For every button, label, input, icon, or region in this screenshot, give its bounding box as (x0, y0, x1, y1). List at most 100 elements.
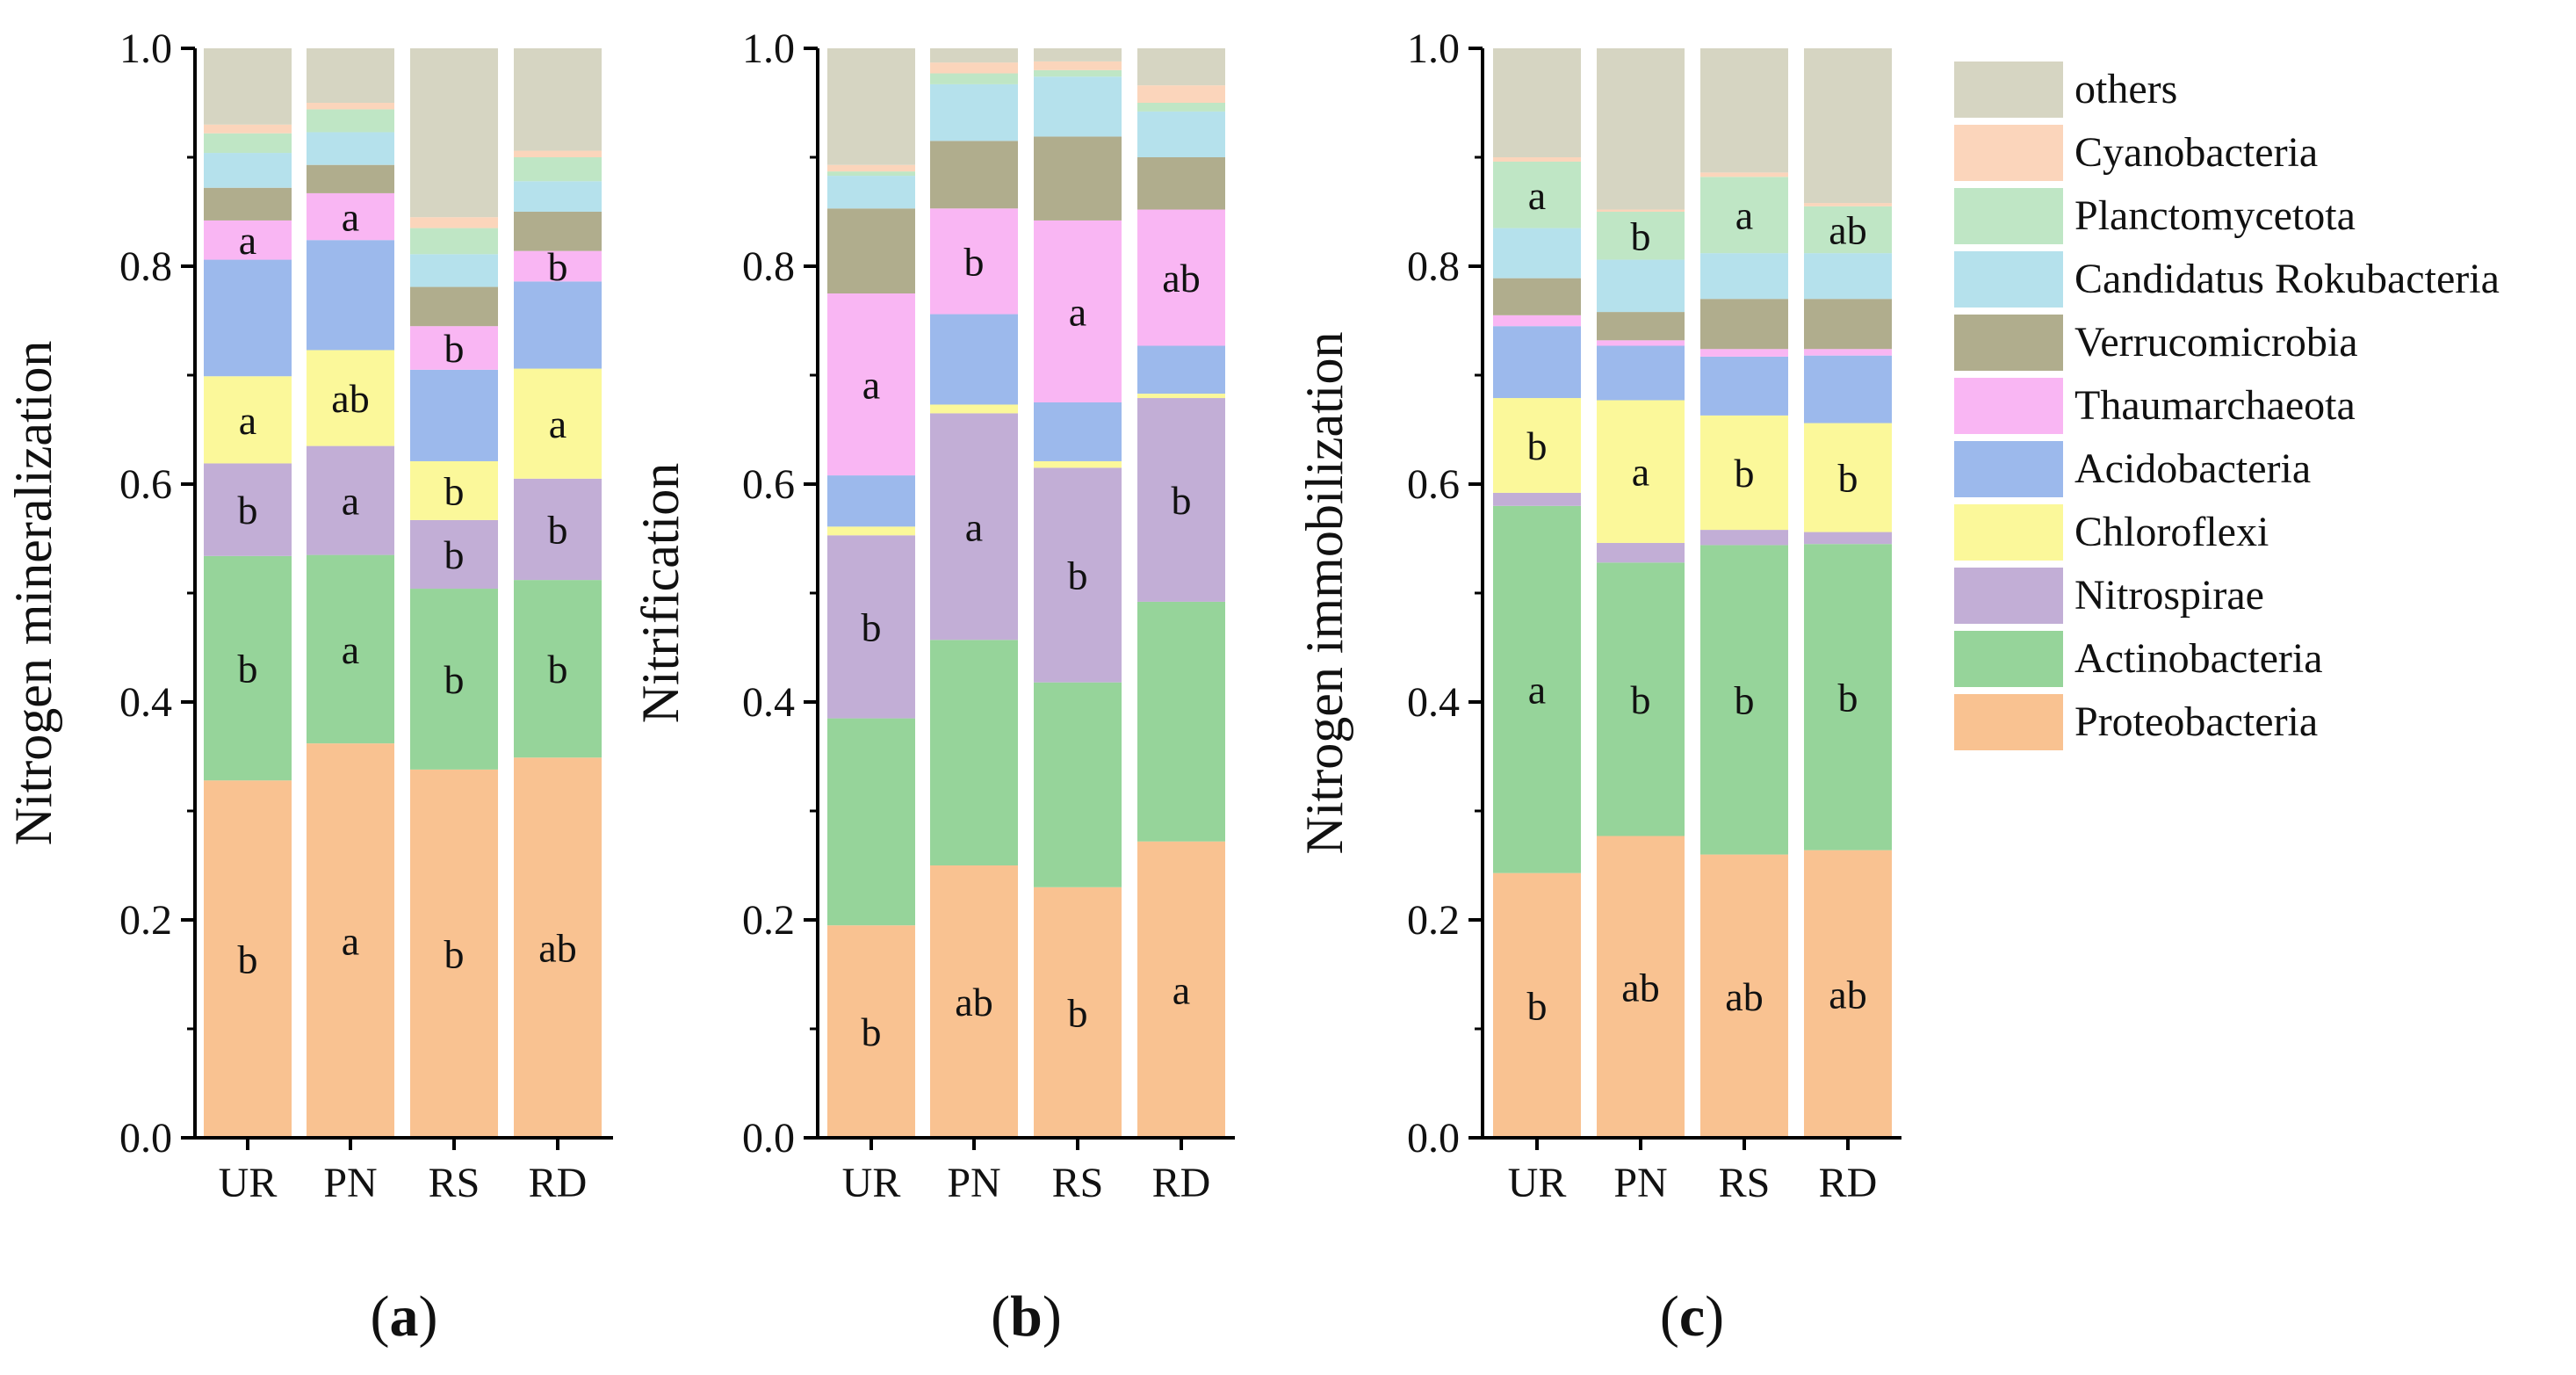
legend-swatch (1954, 251, 2063, 308)
significance-letter: a (1069, 289, 1086, 334)
significance-letter: ab (1725, 974, 1763, 1019)
significance-letter: b (1068, 990, 1088, 1035)
panel-a: bbbaaaaaababbbbbabbbab0.00.20.40.60.81.0… (4, 25, 613, 1349)
x-tick-label: RS (1719, 1160, 1771, 1206)
bar-segment-c-UR-chloroflexi (1493, 398, 1581, 493)
significance-letter: ab (1621, 965, 1659, 1010)
x-tick-label: PN (323, 1160, 377, 1206)
bar-segment-b-UR-planctomycetota (827, 171, 915, 177)
significance-letter: ab (331, 376, 369, 421)
legend-label: Thaumarchaeota (2075, 382, 2356, 429)
significance-letter: ab (1162, 256, 1200, 300)
bar-segment-b-RS-thaumarchaeota (1034, 220, 1122, 402)
y-tick-label: 0.8 (742, 243, 795, 290)
y-tick-label: 0.4 (742, 679, 795, 726)
bar-segment-a-RS-planctomycetota (410, 228, 498, 255)
bar-segment-b-UR-acidobacteria (827, 475, 915, 527)
panel-label-open: ( (371, 1285, 390, 1349)
legend-label: Proteobacteria (2075, 698, 2318, 745)
bar-segment-b-RS-chloroflexi (1034, 460, 1122, 468)
significance-letter: b (862, 604, 882, 649)
significance-letter: b (1527, 423, 1548, 468)
bar-segment-c-UR-verrucomicrobia (1493, 278, 1581, 315)
bar-segment-b-RS-proteobacteria (1034, 887, 1122, 1138)
bar-segment-a-RS-nitrospirae (410, 519, 498, 590)
bar-segment-c-RD-cyanobacteria (1804, 203, 1892, 206)
bar-segment-c-PN-thaumarchaeota (1597, 340, 1685, 346)
bar-segment-b-PN-nitrospirae (930, 413, 1018, 640)
legend-label: Verrucomicrobia (2075, 319, 2358, 365)
bar-segment-c-PN-planctomycetota (1597, 212, 1685, 260)
panel-label-letter: b (1010, 1285, 1043, 1349)
bar-segment-a-UR-actinobacteria (204, 555, 292, 781)
bar-segment-a-RS-verrucomicrobia (410, 286, 498, 327)
bar-segment-c-UR-actinobacteria (1493, 505, 1581, 873)
bar-segment-b-RD-actinobacteria (1137, 601, 1225, 842)
legend-label: Nitrospirae (2075, 572, 2264, 619)
bar-segment-a-RS-proteobacteria (410, 769, 498, 1138)
legend-item: Acidobacteria (1954, 441, 2311, 497)
bar-segment-c-RD-actinobacteria (1804, 544, 1892, 850)
significance-letter: b (1838, 456, 1858, 501)
significance-letter: b (1735, 451, 1755, 496)
bar-segment-b-PN-acidobacteria (930, 314, 1018, 405)
significance-letter: b (1631, 213, 1651, 258)
bar-segment-b-PN-planctomycetota (930, 73, 1018, 84)
bar-segment-c-RD-candidatus-rokubacteria (1804, 253, 1892, 300)
legend-swatch (1954, 378, 2063, 434)
bar-segment-a-UR-thaumarchaeota (204, 220, 292, 260)
bar-segment-a-RD-acidobacteria (514, 281, 602, 369)
panel-label-close: ) (419, 1285, 438, 1349)
bar-segment-c-RS-candidatus-rokubacteria (1700, 253, 1788, 300)
bar-segment-c-RD-acidobacteria (1804, 355, 1892, 423)
bar-segment-a-RD-thaumarchaeota (514, 250, 602, 282)
bar-segment-a-RD-chloroflexi (514, 368, 602, 479)
bar-segment-c-RD-proteobacteria (1804, 850, 1892, 1138)
panel-label: (a) (371, 1285, 438, 1349)
bar-segment-c-PN-chloroflexi (1597, 400, 1685, 543)
significance-letter: ab (538, 926, 576, 971)
bar-segment-a-PN-planctomycetota (307, 109, 394, 133)
legend-item: Actinobacteria (1954, 631, 2323, 687)
significance-letter: b (444, 326, 465, 371)
legend-item: Chloroflexi (1954, 504, 2269, 561)
significance-letter: a (1528, 173, 1546, 218)
y-tick-label: 0.4 (1407, 679, 1460, 726)
bar-segment-c-PN-others (1597, 48, 1685, 210)
significance-letter: b (1631, 677, 1651, 722)
bar-segment-a-PN-others (307, 48, 394, 103)
significance-letter: b (1527, 983, 1548, 1028)
significance-letter: a (342, 627, 359, 672)
bar-segment-c-RS-actinobacteria (1700, 545, 1788, 855)
y-axis-title: Nitrogen mineralization (4, 341, 62, 846)
bar-segment-c-PN-actinobacteria (1597, 562, 1685, 836)
bar-segment-a-UR-verrucomicrobia (204, 187, 292, 221)
panel-label: (c) (1660, 1285, 1724, 1349)
bar-segment-b-RS-acidobacteria (1034, 402, 1122, 461)
legend-label: Cyanobacteria (2075, 129, 2318, 176)
legend-label: Actinobacteria (2075, 635, 2323, 682)
legend-swatch (1954, 62, 2063, 118)
significance-letter: a (342, 195, 359, 240)
x-tick-label: UR (219, 1160, 278, 1206)
bar-segment-c-RS-nitrospirae (1700, 530, 1788, 546)
bar-segment-a-UR-nitrospirae (204, 463, 292, 556)
significance-letter: a (239, 218, 256, 263)
significance-letter: a (342, 919, 359, 964)
bar-segment-c-RS-cyanobacteria (1700, 172, 1788, 177)
bar-segment-a-UR-others (204, 48, 292, 125)
legend-swatch (1954, 504, 2063, 561)
bar-segment-a-RS-actinobacteria (410, 589, 498, 770)
bar-segment-a-RD-cyanobacteria (514, 150, 602, 157)
bar-segment-b-UR-candidatus-rokubacteria (827, 176, 915, 209)
significance-letter: b (548, 244, 568, 289)
y-tick-label: 0.0 (1407, 1115, 1460, 1162)
bar-segment-c-RS-chloroflexi (1700, 415, 1788, 531)
legend-item: Thaumarchaeota (1954, 378, 2356, 434)
significance-letter: b (548, 507, 568, 552)
significance-letter: ab (1829, 207, 1866, 252)
legend-swatch (1954, 694, 2063, 750)
bar-segment-c-UR-thaumarchaeota (1493, 315, 1581, 327)
y-tick-label: 0.8 (1407, 243, 1460, 290)
